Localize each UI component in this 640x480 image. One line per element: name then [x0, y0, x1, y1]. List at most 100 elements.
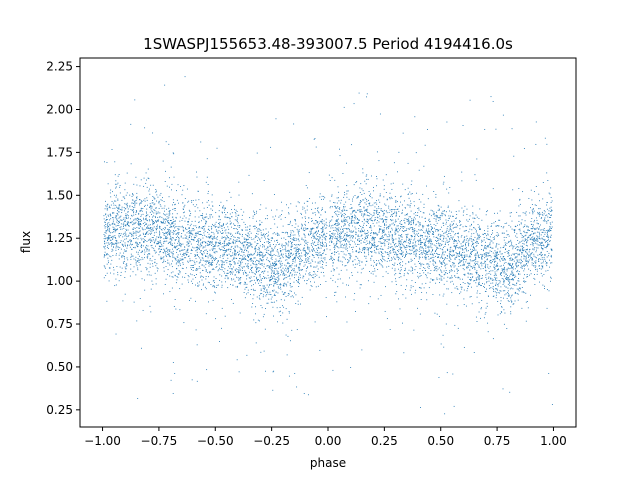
data-point	[357, 257, 359, 259]
data-point	[256, 230, 258, 232]
data-point	[386, 241, 388, 243]
data-point	[296, 210, 298, 212]
data-point	[261, 221, 263, 223]
data-point	[273, 272, 275, 274]
data-point	[514, 276, 515, 278]
data-point	[435, 230, 437, 232]
data-point	[498, 235, 500, 236]
data-point	[540, 229, 542, 231]
data-point	[453, 405, 455, 407]
data-point	[367, 237, 369, 239]
data-point	[318, 252, 320, 254]
data-point	[516, 252, 518, 254]
data-point	[372, 204, 374, 206]
data-point	[104, 161, 105, 163]
data-point	[192, 239, 194, 241]
data-point	[356, 263, 358, 265]
data-point	[482, 268, 484, 269]
data-point	[514, 257, 516, 259]
data-point	[486, 282, 488, 284]
data-point	[280, 237, 282, 239]
data-point	[485, 291, 487, 292]
data-point	[174, 204, 176, 206]
data-point	[501, 253, 503, 255]
data-point	[316, 234, 317, 236]
data-point	[398, 234, 400, 236]
data-point	[119, 204, 121, 206]
data-point	[473, 232, 475, 234]
data-point	[422, 224, 424, 226]
data-point	[502, 269, 504, 271]
data-point	[191, 236, 192, 238]
data-point	[407, 242, 409, 244]
data-point	[156, 227, 158, 229]
data-point	[282, 312, 284, 314]
data-point	[193, 239, 195, 241]
data-point	[490, 262, 492, 264]
data-point	[219, 226, 221, 228]
data-point	[115, 278, 117, 280]
data-point	[451, 237, 453, 239]
data-point	[526, 274, 528, 275]
data-point	[384, 243, 386, 245]
data-point	[467, 285, 469, 287]
data-point	[492, 252, 494, 254]
data-point	[202, 254, 204, 256]
data-point	[279, 243, 281, 245]
data-point	[165, 266, 167, 267]
data-point	[338, 247, 340, 249]
data-point	[188, 236, 190, 238]
data-point	[449, 233, 451, 234]
data-point	[307, 394, 309, 396]
data-point	[318, 236, 320, 238]
data-point	[296, 249, 298, 250]
data-point	[342, 209, 344, 211]
data-point	[454, 254, 455, 256]
data-point	[265, 218, 266, 220]
data-point	[113, 194, 115, 196]
data-point	[215, 278, 217, 279]
data-point	[215, 245, 217, 247]
data-point	[268, 234, 270, 236]
data-point	[453, 250, 455, 251]
data-point	[155, 227, 157, 229]
data-point	[176, 190, 177, 192]
data-point	[106, 204, 108, 206]
data-point	[153, 221, 155, 223]
data-point	[373, 238, 375, 239]
data-point	[389, 251, 391, 253]
data-point	[257, 267, 259, 269]
data-point	[472, 267, 473, 269]
data-point	[549, 228, 551, 230]
data-point	[443, 270, 445, 272]
data-point	[538, 244, 540, 246]
data-point	[491, 278, 493, 280]
data-point	[288, 311, 290, 312]
data-point	[369, 271, 370, 272]
data-point	[350, 213, 352, 215]
data-point	[281, 210, 283, 212]
data-point	[410, 210, 412, 212]
data-point	[487, 331, 489, 333]
data-point	[341, 226, 342, 228]
data-point	[428, 228, 430, 230]
data-point	[206, 176, 208, 178]
data-point	[296, 250, 297, 252]
data-point	[359, 249, 361, 251]
data-point	[173, 306, 175, 307]
data-point	[172, 204, 173, 206]
data-point	[293, 268, 295, 269]
data-point	[500, 226, 502, 228]
data-point	[234, 242, 236, 244]
data-point	[233, 266, 235, 268]
data-point	[461, 235, 463, 237]
data-point	[433, 244, 435, 246]
data-point	[119, 192, 121, 194]
data-point	[260, 278, 262, 280]
data-point	[520, 245, 522, 247]
data-point	[151, 244, 153, 246]
data-point	[266, 248, 268, 250]
data-point	[292, 260, 294, 262]
data-point	[259, 245, 261, 247]
data-point	[407, 194, 409, 195]
